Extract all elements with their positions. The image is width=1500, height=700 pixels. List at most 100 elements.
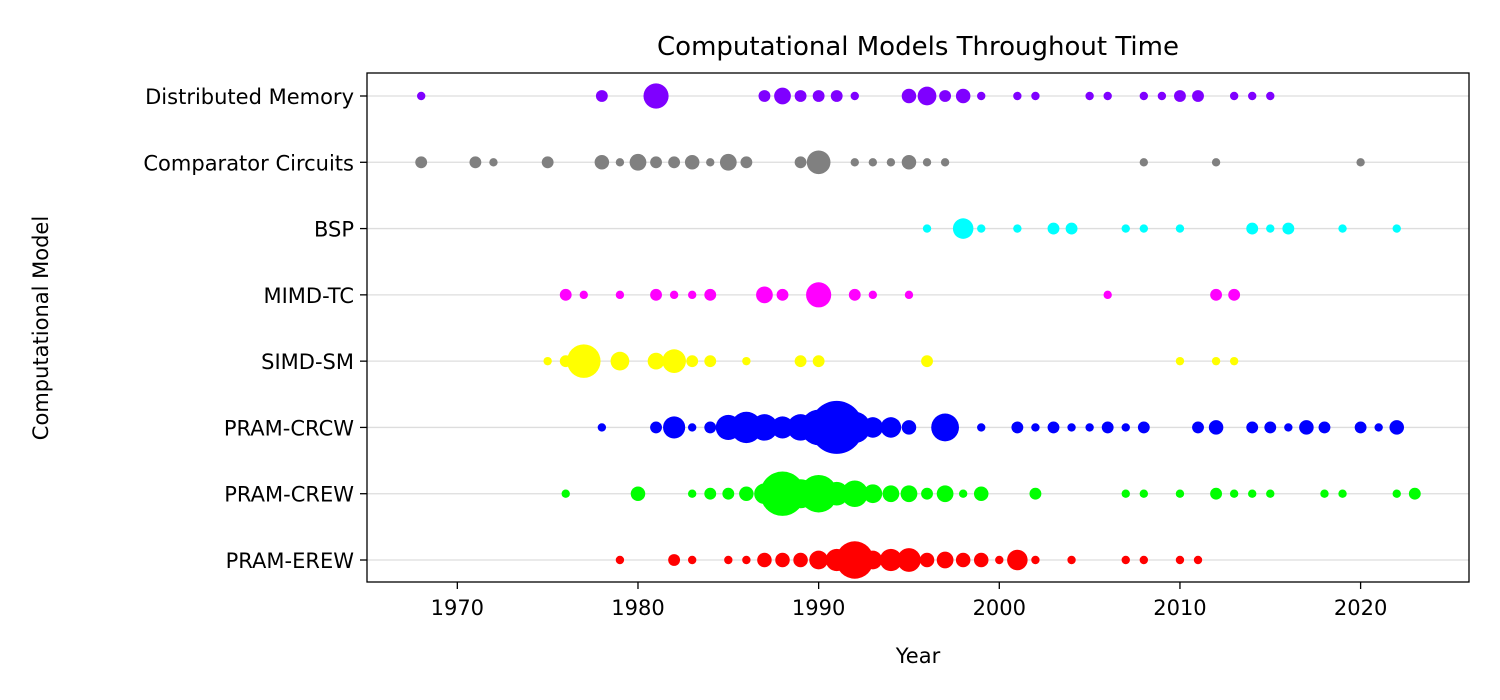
point-pram-crcw-1995 xyxy=(901,420,917,435)
series-bsp xyxy=(922,218,1401,239)
point-pram-crcw-1988 xyxy=(771,416,794,439)
point-bsp-2022 xyxy=(1392,224,1401,233)
point-simd-sm-1981 xyxy=(647,352,665,370)
gridlines xyxy=(367,95,1469,561)
point-pram-crew-2018 xyxy=(1320,489,1329,498)
point-pram-crcw-2017 xyxy=(1299,420,1314,435)
point-distributed-memory-1968 xyxy=(417,91,426,101)
point-pram-crew-2002 xyxy=(1029,487,1042,500)
x-tick-label-1980: 1980 xyxy=(611,596,664,620)
point-distributed-memory-1991 xyxy=(830,90,843,102)
point-comparator-circuits-1994 xyxy=(886,158,896,167)
point-distributed-memory-2014 xyxy=(1248,91,1257,101)
point-mimd-tc-1988 xyxy=(776,288,789,301)
point-pram-crew-2010 xyxy=(1175,489,1185,498)
point-distributed-memory-2002 xyxy=(1031,91,1040,101)
point-distributed-memory-2013 xyxy=(1229,91,1239,101)
point-distributed-memory-1988 xyxy=(774,87,791,105)
point-comparator-circuits-2008 xyxy=(1139,158,1149,167)
point-bsp-2001 xyxy=(1013,224,1022,233)
point-pram-crew-2019 xyxy=(1338,489,1347,498)
point-mimd-tc-1976 xyxy=(559,288,572,301)
point-pram-erew-1998 xyxy=(955,552,971,568)
point-simd-sm-1983 xyxy=(686,355,699,368)
point-bsp-2007 xyxy=(1121,224,1130,233)
point-comparator-circuits-1978 xyxy=(594,155,610,170)
point-simd-sm-2012 xyxy=(1211,356,1221,366)
point-pram-crew-1995 xyxy=(900,485,918,503)
point-pram-crew-1986 xyxy=(739,486,754,501)
y-tick-label-pram-erew: PRAM-EREW xyxy=(226,549,355,573)
point-pram-crew-1999 xyxy=(973,486,989,501)
point-pram-crcw-2006 xyxy=(1101,421,1114,434)
x-tick-label-1990: 1990 xyxy=(792,596,845,620)
point-comparator-circuits-1997 xyxy=(940,158,950,167)
point-bsp-1998 xyxy=(952,218,974,239)
point-comparator-circuits-1990 xyxy=(806,150,831,175)
point-pram-crcw-1982 xyxy=(663,416,686,439)
point-pram-crcw-2004 xyxy=(1067,423,1076,432)
point-pram-crew-2008 xyxy=(1139,489,1149,498)
point-distributed-memory-1995 xyxy=(901,88,917,104)
point-pram-crcw-1999 xyxy=(977,423,986,432)
point-pram-crcw-1994 xyxy=(880,417,902,438)
point-bsp-2019 xyxy=(1338,224,1347,233)
plot-frame xyxy=(366,72,1470,583)
x-tick-label-2000: 2000 xyxy=(973,596,1026,620)
point-pram-crew-1997 xyxy=(936,485,954,503)
point-pram-erew-1983 xyxy=(687,555,697,565)
point-pram-erew-1995 xyxy=(897,548,921,572)
data-points xyxy=(415,83,1421,579)
point-mimd-tc-2013 xyxy=(1228,288,1241,301)
point-pram-erew-1992 xyxy=(836,541,874,579)
point-pram-crew-2022 xyxy=(1392,489,1401,498)
y-axis-label: Computational Model xyxy=(29,216,53,440)
y-tick-label-bsp: BSP xyxy=(314,218,354,242)
point-pram-crcw-2016 xyxy=(1284,423,1293,432)
y-tick-label-distributed-memory: Distributed Memory xyxy=(145,85,354,109)
point-comparator-circuits-2012 xyxy=(1211,158,1221,167)
x-tick-label-2010: 2010 xyxy=(1153,596,1206,620)
point-pram-crew-1976 xyxy=(561,489,570,498)
point-pram-crew-2015 xyxy=(1266,489,1275,498)
point-pram-crcw-2021 xyxy=(1374,423,1383,432)
point-pram-crcw-2005 xyxy=(1085,423,1094,432)
point-simd-sm-1977 xyxy=(567,344,601,378)
point-distributed-memory-2006 xyxy=(1103,91,1112,101)
point-pram-crcw-1987 xyxy=(751,414,778,441)
x-axis: 1970 1980 1990 2000 2010 2020 xyxy=(431,582,1387,620)
point-pram-crew-1980 xyxy=(630,486,646,501)
point-simd-sm-1979 xyxy=(610,351,630,371)
point-mimd-tc-1979 xyxy=(615,290,625,300)
point-bsp-2008 xyxy=(1139,224,1149,233)
point-pram-crcw-1997 xyxy=(931,413,959,442)
point-bsp-2016 xyxy=(1282,222,1295,235)
point-mimd-tc-2012 xyxy=(1210,288,1223,301)
point-pram-crcw-1978 xyxy=(597,423,607,432)
point-distributed-memory-1989 xyxy=(794,90,807,102)
point-pram-crcw-1984 xyxy=(704,421,717,434)
point-pram-crew-1991 xyxy=(824,481,849,506)
series-simd-sm xyxy=(543,344,1239,378)
point-bsp-2014 xyxy=(1246,222,1259,235)
point-pram-crcw-2020 xyxy=(1354,421,1367,434)
point-mimd-tc-1992 xyxy=(848,288,861,301)
point-simd-sm-1986 xyxy=(742,356,751,366)
point-pram-erew-1999 xyxy=(973,552,989,568)
point-comparator-circuits-1975 xyxy=(541,156,554,169)
point-comparator-circuits-1972 xyxy=(489,158,498,167)
point-pram-erew-1989 xyxy=(793,552,808,568)
point-mimd-tc-1990 xyxy=(806,282,832,308)
point-comparator-circuits-2020 xyxy=(1356,158,1365,167)
point-pram-erew-2008 xyxy=(1139,555,1149,565)
point-pram-erew-1996 xyxy=(919,552,935,568)
point-pram-crcw-2003 xyxy=(1047,421,1060,434)
point-pram-erew-1997 xyxy=(936,551,954,569)
point-pram-crcw-2008 xyxy=(1137,421,1150,434)
point-pram-crcw-2022 xyxy=(1389,420,1404,435)
point-mimd-tc-1995 xyxy=(904,290,914,300)
point-mimd-tc-1981 xyxy=(650,288,662,301)
point-pram-crew-1996 xyxy=(921,487,933,500)
point-pram-crew-2007 xyxy=(1121,489,1130,498)
